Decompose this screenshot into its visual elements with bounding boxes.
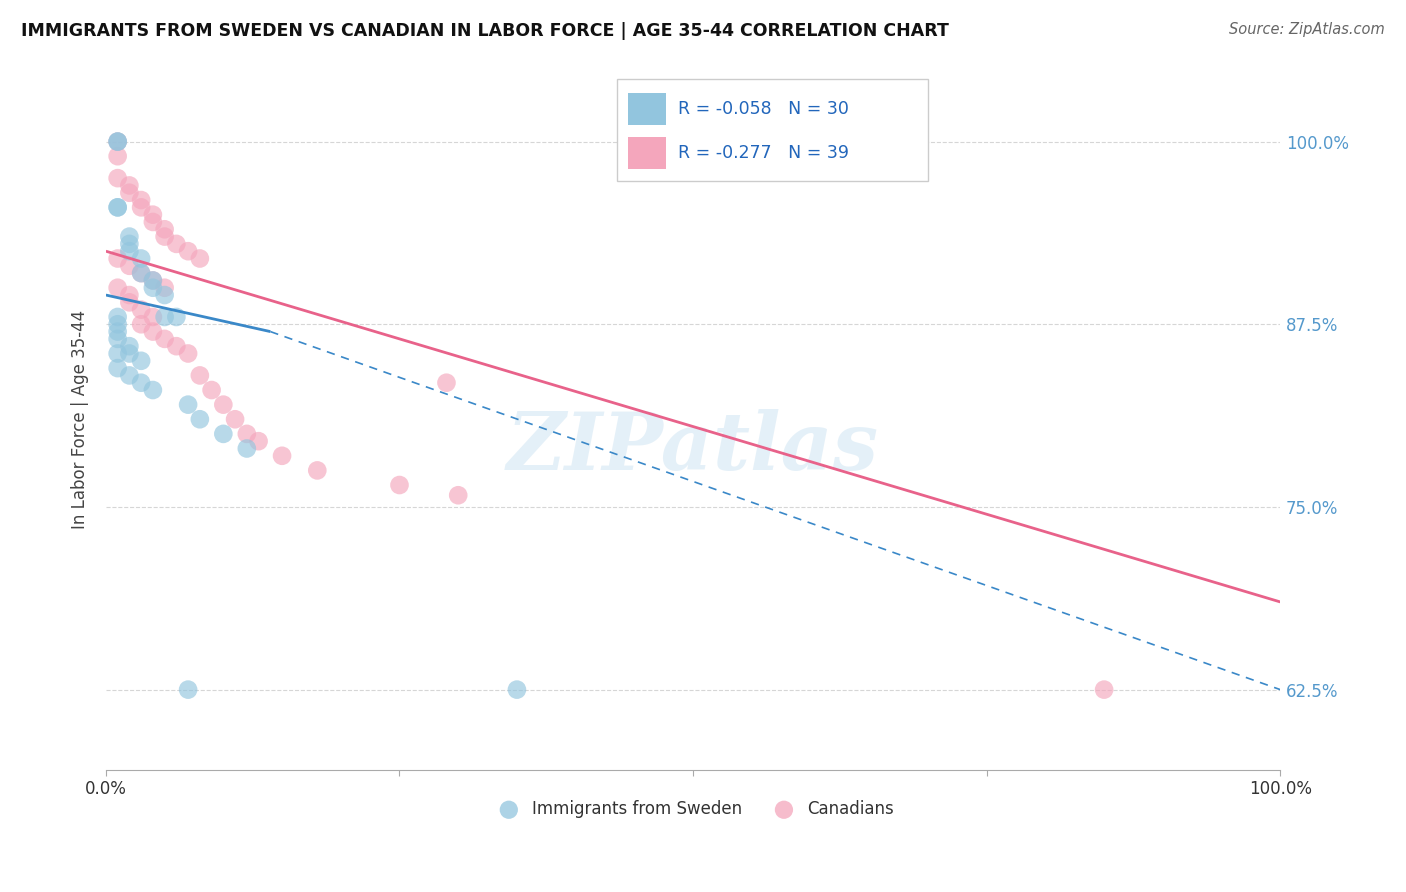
Point [200,383,222,397]
Point [142,325,165,339]
Point [188,412,211,426]
Point [118,259,141,273]
Bar [628,137,666,169]
Text: R = -0.058   N = 30: R = -0.058 N = 30 [678,100,849,118]
Point [177,398,200,412]
Point [129,252,152,266]
Point [118,229,141,244]
Point [118,368,141,383]
Point [388,478,411,492]
Point [118,186,141,200]
Y-axis label: In Labor Force | Age 35-44: In Labor Force | Age 35-44 [72,310,89,529]
Point [188,252,211,266]
Point [118,339,141,353]
Point [129,376,152,390]
Point [107,318,129,332]
Point [177,682,200,697]
Point [129,318,152,332]
Point [177,346,200,360]
Bar [628,93,666,125]
Point [165,310,187,324]
Point [142,281,165,295]
Point [142,383,165,397]
Point [107,361,129,376]
Point [153,222,176,236]
Point [236,442,259,456]
Point [107,252,129,266]
Point [165,236,187,251]
Point [142,215,165,229]
Text: Source: ZipAtlas.com: Source: ZipAtlas.com [1229,22,1385,37]
Point [118,178,141,193]
Point [129,266,152,280]
Point [118,295,141,310]
Point [107,281,129,295]
Point [107,310,129,324]
Point [142,273,165,287]
Point [271,449,294,463]
Point [177,244,200,259]
Point [142,310,165,324]
Point [129,353,152,368]
Point [212,426,235,441]
Point [142,208,165,222]
Point [107,135,129,149]
Legend: Immigrants from Sweden, Canadians: Immigrants from Sweden, Canadians [485,794,901,825]
Point [153,281,176,295]
Point [165,339,187,353]
Text: IMMIGRANTS FROM SWEDEN VS CANADIAN IN LABOR FORCE | AGE 35-44 CORRELATION CHART: IMMIGRANTS FROM SWEDEN VS CANADIAN IN LA… [21,22,949,40]
Point [236,426,259,441]
Text: ZIPatlas: ZIPatlas [508,409,879,486]
Point [436,376,458,390]
Point [118,236,141,251]
Point [107,135,129,149]
Point [118,288,141,302]
Point [107,325,129,339]
Point [506,682,529,697]
Point [1092,682,1115,697]
Point [142,273,165,287]
Point [118,346,141,360]
Text: R = -0.277   N = 39: R = -0.277 N = 39 [678,144,849,161]
Point [307,463,329,477]
Point [212,398,235,412]
Point [188,368,211,383]
Point [107,200,129,214]
Point [107,346,129,360]
Point [129,193,152,207]
Point [129,266,152,280]
Point [224,412,246,426]
Point [107,171,129,186]
Point [153,229,176,244]
Point [153,332,176,346]
Point [129,200,152,214]
Point [129,302,152,317]
Point [153,310,176,324]
Point [118,244,141,259]
Point [247,434,270,449]
Point [107,200,129,214]
FancyBboxPatch shape [617,79,928,181]
Point [447,488,470,502]
Point [107,332,129,346]
Point [153,288,176,302]
Point [107,149,129,163]
Point [107,135,129,149]
